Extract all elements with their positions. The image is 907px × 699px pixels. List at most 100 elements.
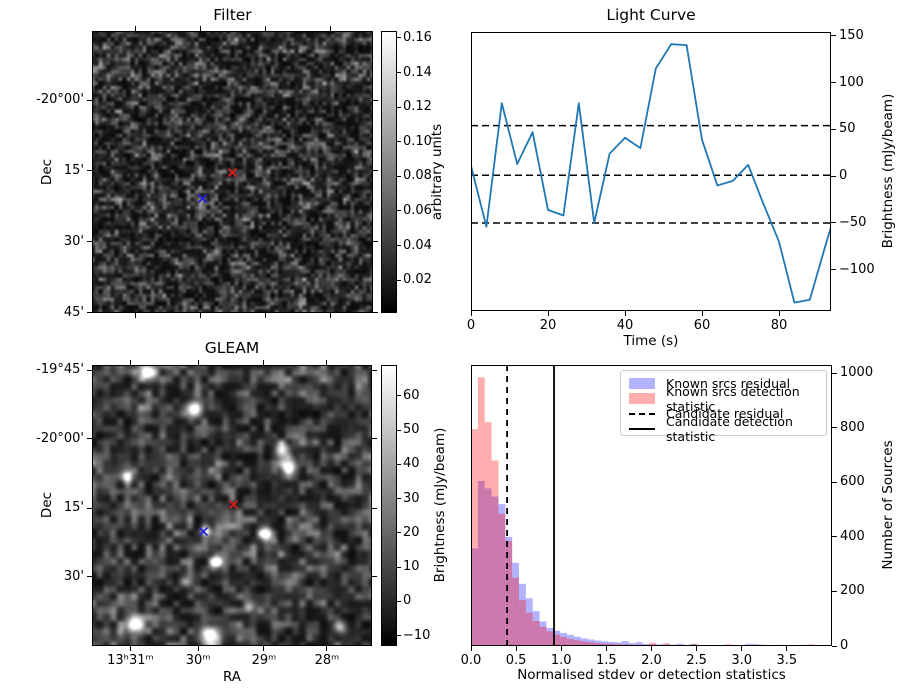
legend-label: Candidate detection statistic: [666, 413, 793, 444]
tick-mark: [134, 26, 136, 31]
tick-mark: [831, 222, 836, 224]
colorbar-tick-label: 0.04: [403, 237, 432, 253]
histogram-bar: [471, 429, 478, 646]
histogram-bar: [525, 612, 533, 646]
colorbar-tick-label: 50: [403, 422, 420, 438]
tick-mark: [87, 507, 92, 509]
histogram-bar: [573, 636, 581, 646]
y-tick-label: -20°00': [36, 430, 84, 446]
colorbar-tick-label: 0.02: [403, 272, 432, 288]
histogram-bar: [690, 643, 698, 646]
tick-mark: [832, 481, 837, 483]
red-x-marker: [227, 167, 237, 177]
tick-mark: [832, 372, 837, 374]
histogram-bar: [704, 645, 712, 646]
y-tick-label: 15': [63, 500, 84, 516]
histogram-bar: [498, 504, 506, 646]
x-tick-label: 30ᵐ: [185, 653, 211, 668]
legend-label: Candidate residual: [666, 406, 784, 421]
x-tick-label: 2.5: [686, 653, 707, 668]
tick-mark: [831, 35, 836, 37]
histogram-bar: [628, 644, 636, 646]
gleam-plot-area: 13ʰ31ᵐ 30ᵐ 29ᵐ 28ᵐ -19°45' -20°00' 15' 30': [36, 360, 377, 668]
y-tick-label: −50: [839, 214, 867, 230]
tick-mark: [373, 170, 378, 172]
x-tick-label: 29ᵐ: [251, 653, 277, 668]
tick-mark: [326, 646, 328, 651]
tick-mark: [696, 646, 698, 651]
histogram-bar: [711, 645, 718, 646]
gleam-colorbar-label: Brightness (mJy/beam): [432, 427, 448, 583]
tick-mark: [87, 241, 92, 243]
x-tick-label: 20: [539, 318, 557, 333]
light-curve-plot-area: 0 20 40 60 80 150 100 50 0 −50 −100: [467, 28, 875, 333]
y-tick-label: 1000: [840, 365, 874, 381]
histogram-bar: [553, 634, 561, 646]
tick-mark: [263, 360, 265, 365]
histogram-bar: [567, 634, 574, 646]
colorbar-tick-mark: [397, 429, 401, 431]
tick-mark: [372, 438, 377, 440]
tick-mark: [87, 170, 92, 172]
histogram-bar: [683, 645, 691, 646]
histogram-bar: [642, 644, 650, 646]
histogram-bar: [587, 639, 595, 646]
histogram-bar: [649, 642, 657, 646]
histogram-bar: [573, 640, 581, 646]
tick-mark: [87, 312, 92, 314]
histogram-bar: [532, 611, 540, 646]
histogram-bar: [498, 513, 506, 646]
colorbar-tick-mark: [397, 635, 401, 637]
blue-x-marker: [198, 193, 208, 203]
light-curve-line: [471, 43, 831, 304]
tick-mark: [624, 311, 626, 316]
x-tick-label: 0: [466, 318, 476, 333]
x-marker-stroke: [228, 499, 239, 510]
colorbar-tick-mark: [397, 566, 401, 568]
tick-mark: [197, 646, 199, 651]
filter-plot-area: -20°00' 15' 30' 45': [36, 26, 378, 320]
tick-mark: [199, 313, 201, 318]
histogram-bar: [512, 577, 520, 646]
histogram-bar: [580, 638, 588, 646]
legend-patch-swatch: [629, 393, 655, 404]
histogram-bar: [717, 645, 725, 646]
histogram-bar: [512, 562, 520, 646]
colorbar-tick-mark: [397, 498, 401, 500]
tick-mark: [372, 576, 377, 578]
colorbar-tick-mark: [397, 210, 401, 212]
y-tick-label: 45': [63, 304, 84, 320]
y-tick-label: 400: [840, 528, 865, 544]
gleam-title: GLEAM: [204, 339, 260, 357]
histogram-bar: [752, 644, 760, 646]
tick-mark: [831, 82, 836, 84]
colorbar-tick-mark: [397, 600, 401, 602]
histogram-bar: [491, 496, 499, 646]
colorbar-tick-mark: [397, 245, 401, 247]
histogram-bar: [519, 600, 526, 646]
histogram-bar: [669, 645, 677, 646]
histogram-bar: [608, 641, 616, 646]
y-tick-label: 15': [63, 162, 84, 178]
histogram-bar: [477, 480, 485, 646]
histogram-bar: [505, 536, 513, 646]
colorbar-tick-label: 0.16: [403, 29, 432, 45]
colorbar-tick-label: 0.06: [403, 202, 432, 218]
legend-entry: Candidate detection statistic: [629, 414, 826, 444]
tick-mark: [832, 645, 837, 647]
histogram-legend: Known srcs residual Known srcs detection …: [620, 370, 827, 444]
histogram-bar: [676, 643, 684, 646]
histogram-bar: [642, 643, 650, 646]
tick-mark: [778, 311, 780, 316]
x-marker-stroke: [198, 193, 208, 203]
histogram-bar: [546, 631, 554, 646]
colorbar-tick-mark: [397, 175, 401, 177]
gleam-x-axis-label: RA: [222, 669, 242, 685]
histogram-bar: [635, 642, 643, 646]
y-tick-label: 30': [63, 568, 84, 584]
histogram-bar: [491, 460, 499, 646]
y-tick-label: −100: [839, 261, 875, 277]
tick-mark: [470, 311, 472, 316]
tick-mark: [199, 26, 201, 31]
